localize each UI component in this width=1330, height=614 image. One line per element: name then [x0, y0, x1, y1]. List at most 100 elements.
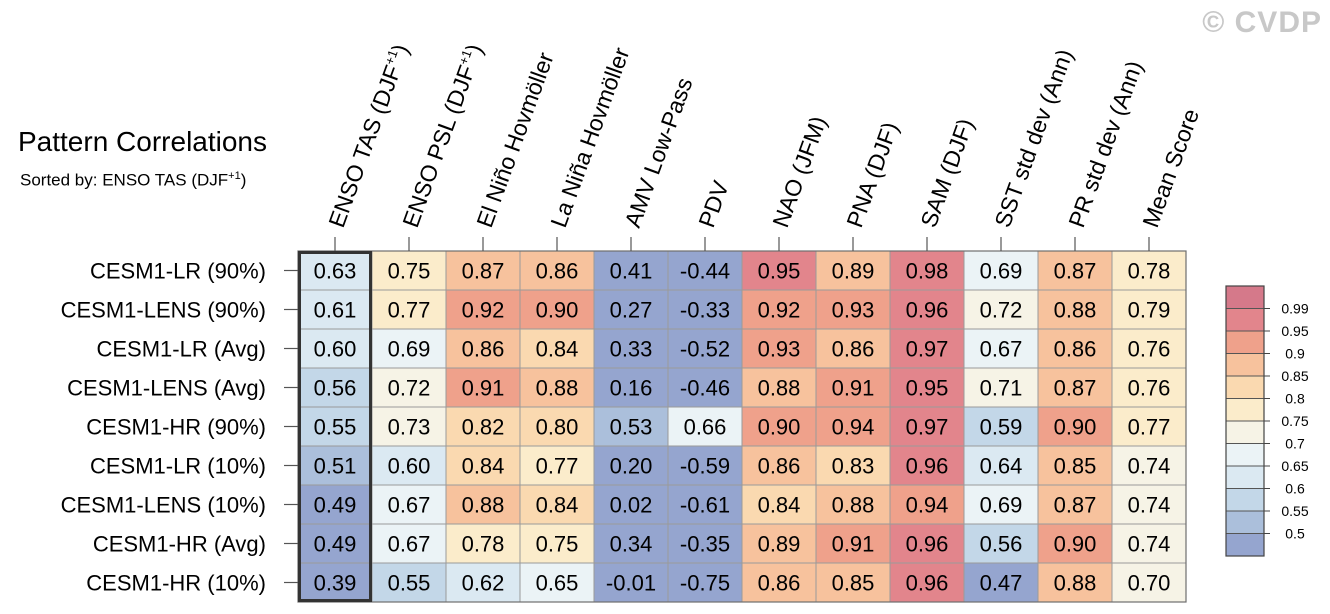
heatmap-cell [1111, 523, 1187, 564]
cell-value: 0.91 [832, 532, 875, 557]
cell-value: 0.84 [462, 454, 505, 479]
heatmap-cell [963, 562, 1039, 603]
colorbar-label: 0.8 [1285, 391, 1305, 407]
cell-value: 0.84 [758, 493, 801, 518]
colorbar-segment [1225, 353, 1265, 377]
cell-value: -0.75 [680, 571, 730, 596]
watermark: © CVDP [1202, 6, 1322, 39]
heatmap-cell [445, 406, 521, 447]
cell-value: 0.75 [536, 532, 579, 557]
colorbar-segment [1225, 465, 1265, 489]
cell-value: -0.59 [680, 454, 730, 479]
column-label: ENSO TAS (DJF+1) [323, 41, 413, 231]
cell-value: 0.88 [536, 376, 579, 401]
cell-value: 0.62 [462, 571, 505, 596]
cell-value: -0.46 [680, 376, 730, 401]
cell-value: 0.95 [758, 259, 801, 284]
heatmap-cell [889, 445, 965, 486]
colorbar-label: 0.85 [1281, 368, 1308, 384]
cell-value: 0.69 [388, 337, 431, 362]
colorbar-label: 0.75 [1281, 413, 1308, 429]
cell-value: 0.34 [610, 532, 653, 557]
cell-value: 0.49 [314, 493, 357, 518]
cell-value: 0.56 [980, 532, 1023, 557]
cell-value: 0.74 [1128, 532, 1171, 557]
heatmap-cell [963, 328, 1039, 369]
heatmap-cell [815, 250, 891, 291]
cell-value: 0.95 [906, 376, 949, 401]
heatmap-cell [963, 289, 1039, 330]
cell-value: 0.67 [388, 532, 431, 557]
heatmap-cell [1037, 484, 1113, 525]
heatmap-cell [371, 484, 447, 525]
chart-title: Pattern Correlations [18, 126, 268, 157]
cell-value: 0.92 [758, 298, 801, 323]
heatmap-cell [815, 523, 891, 564]
cell-value: 0.75 [388, 259, 431, 284]
cell-value: 0.94 [906, 493, 949, 518]
heatmap-cell [1111, 250, 1187, 291]
colorbar-segment [1225, 420, 1265, 444]
row-label: CESM1-HR (Avg) [93, 532, 266, 557]
cell-value: 0.53 [610, 415, 653, 440]
heatmap-cell [963, 367, 1039, 408]
cell-value: 0.56 [314, 376, 357, 401]
heatmap-cell [519, 445, 595, 486]
heatmap-cell [667, 484, 743, 525]
cell-value: 0.96 [906, 454, 949, 479]
cell-value: -0.61 [680, 493, 730, 518]
cell-value: 0.71 [980, 376, 1023, 401]
colorbar-label: 0.7 [1285, 436, 1305, 452]
column-label: El Niño Hovmöller [471, 49, 558, 231]
cell-value: 0.77 [1128, 415, 1171, 440]
heatmap-cell [741, 250, 817, 291]
heatmap-cell [963, 406, 1039, 447]
cell-value: 0.87 [1054, 259, 1097, 284]
colorbar-segment [1225, 533, 1265, 557]
heatmap-cell [593, 562, 669, 603]
cell-value: 0.89 [758, 532, 801, 557]
cell-value: 0.86 [536, 259, 579, 284]
heatmap-cell [1037, 523, 1113, 564]
colorbar-label: 0.5 [1285, 526, 1305, 542]
colorbar-label: 0.9 [1285, 346, 1305, 362]
cell-value: 0.89 [832, 259, 875, 284]
cell-value: 0.79 [1128, 298, 1171, 323]
colorbar-segment [1225, 443, 1265, 467]
cell-value: 0.93 [758, 337, 801, 362]
heatmap-cell [593, 445, 669, 486]
column-label: NAO (JFM) [767, 113, 831, 231]
colorbar-label: 0.55 [1281, 503, 1308, 519]
cell-value: 0.83 [832, 454, 875, 479]
colorbar-segment [1225, 330, 1265, 354]
cell-value: 0.86 [1054, 337, 1097, 362]
column-label: Mean Score [1137, 105, 1204, 230]
cell-value: 0.72 [388, 376, 431, 401]
cell-value: 0.90 [758, 415, 801, 440]
cell-value: -0.33 [680, 298, 730, 323]
cell-value: 0.77 [536, 454, 579, 479]
subtitle-prefix: Sorted by: ENSO TAS (DJF [20, 170, 229, 190]
cell-value: 0.74 [1128, 454, 1171, 479]
subtitle-superscript: +1 [228, 170, 241, 182]
cell-value: 0.63 [314, 259, 357, 284]
cell-value: 0.77 [388, 298, 431, 323]
heatmap-cell [889, 523, 965, 564]
colorbar-label: 0.95 [1281, 323, 1308, 339]
row-label: CESM1-LENS (90%) [61, 298, 266, 323]
cell-value: 0.88 [1054, 571, 1097, 596]
cell-value: 0.82 [462, 415, 505, 440]
cell-value: 0.55 [314, 415, 357, 440]
heatmap-cell [741, 328, 817, 369]
heatmap-cell [445, 445, 521, 486]
row-label: CESM1-HR (90%) [86, 415, 266, 440]
column-label: PDV [693, 177, 734, 231]
heatmap-cell [1111, 406, 1187, 447]
cell-value: 0.39 [314, 571, 357, 596]
heatmap-cell [297, 562, 373, 603]
column-label: La Niña Hovmöller [545, 44, 634, 231]
cell-value: 0.73 [388, 415, 431, 440]
cell-value: 0.87 [1054, 493, 1097, 518]
